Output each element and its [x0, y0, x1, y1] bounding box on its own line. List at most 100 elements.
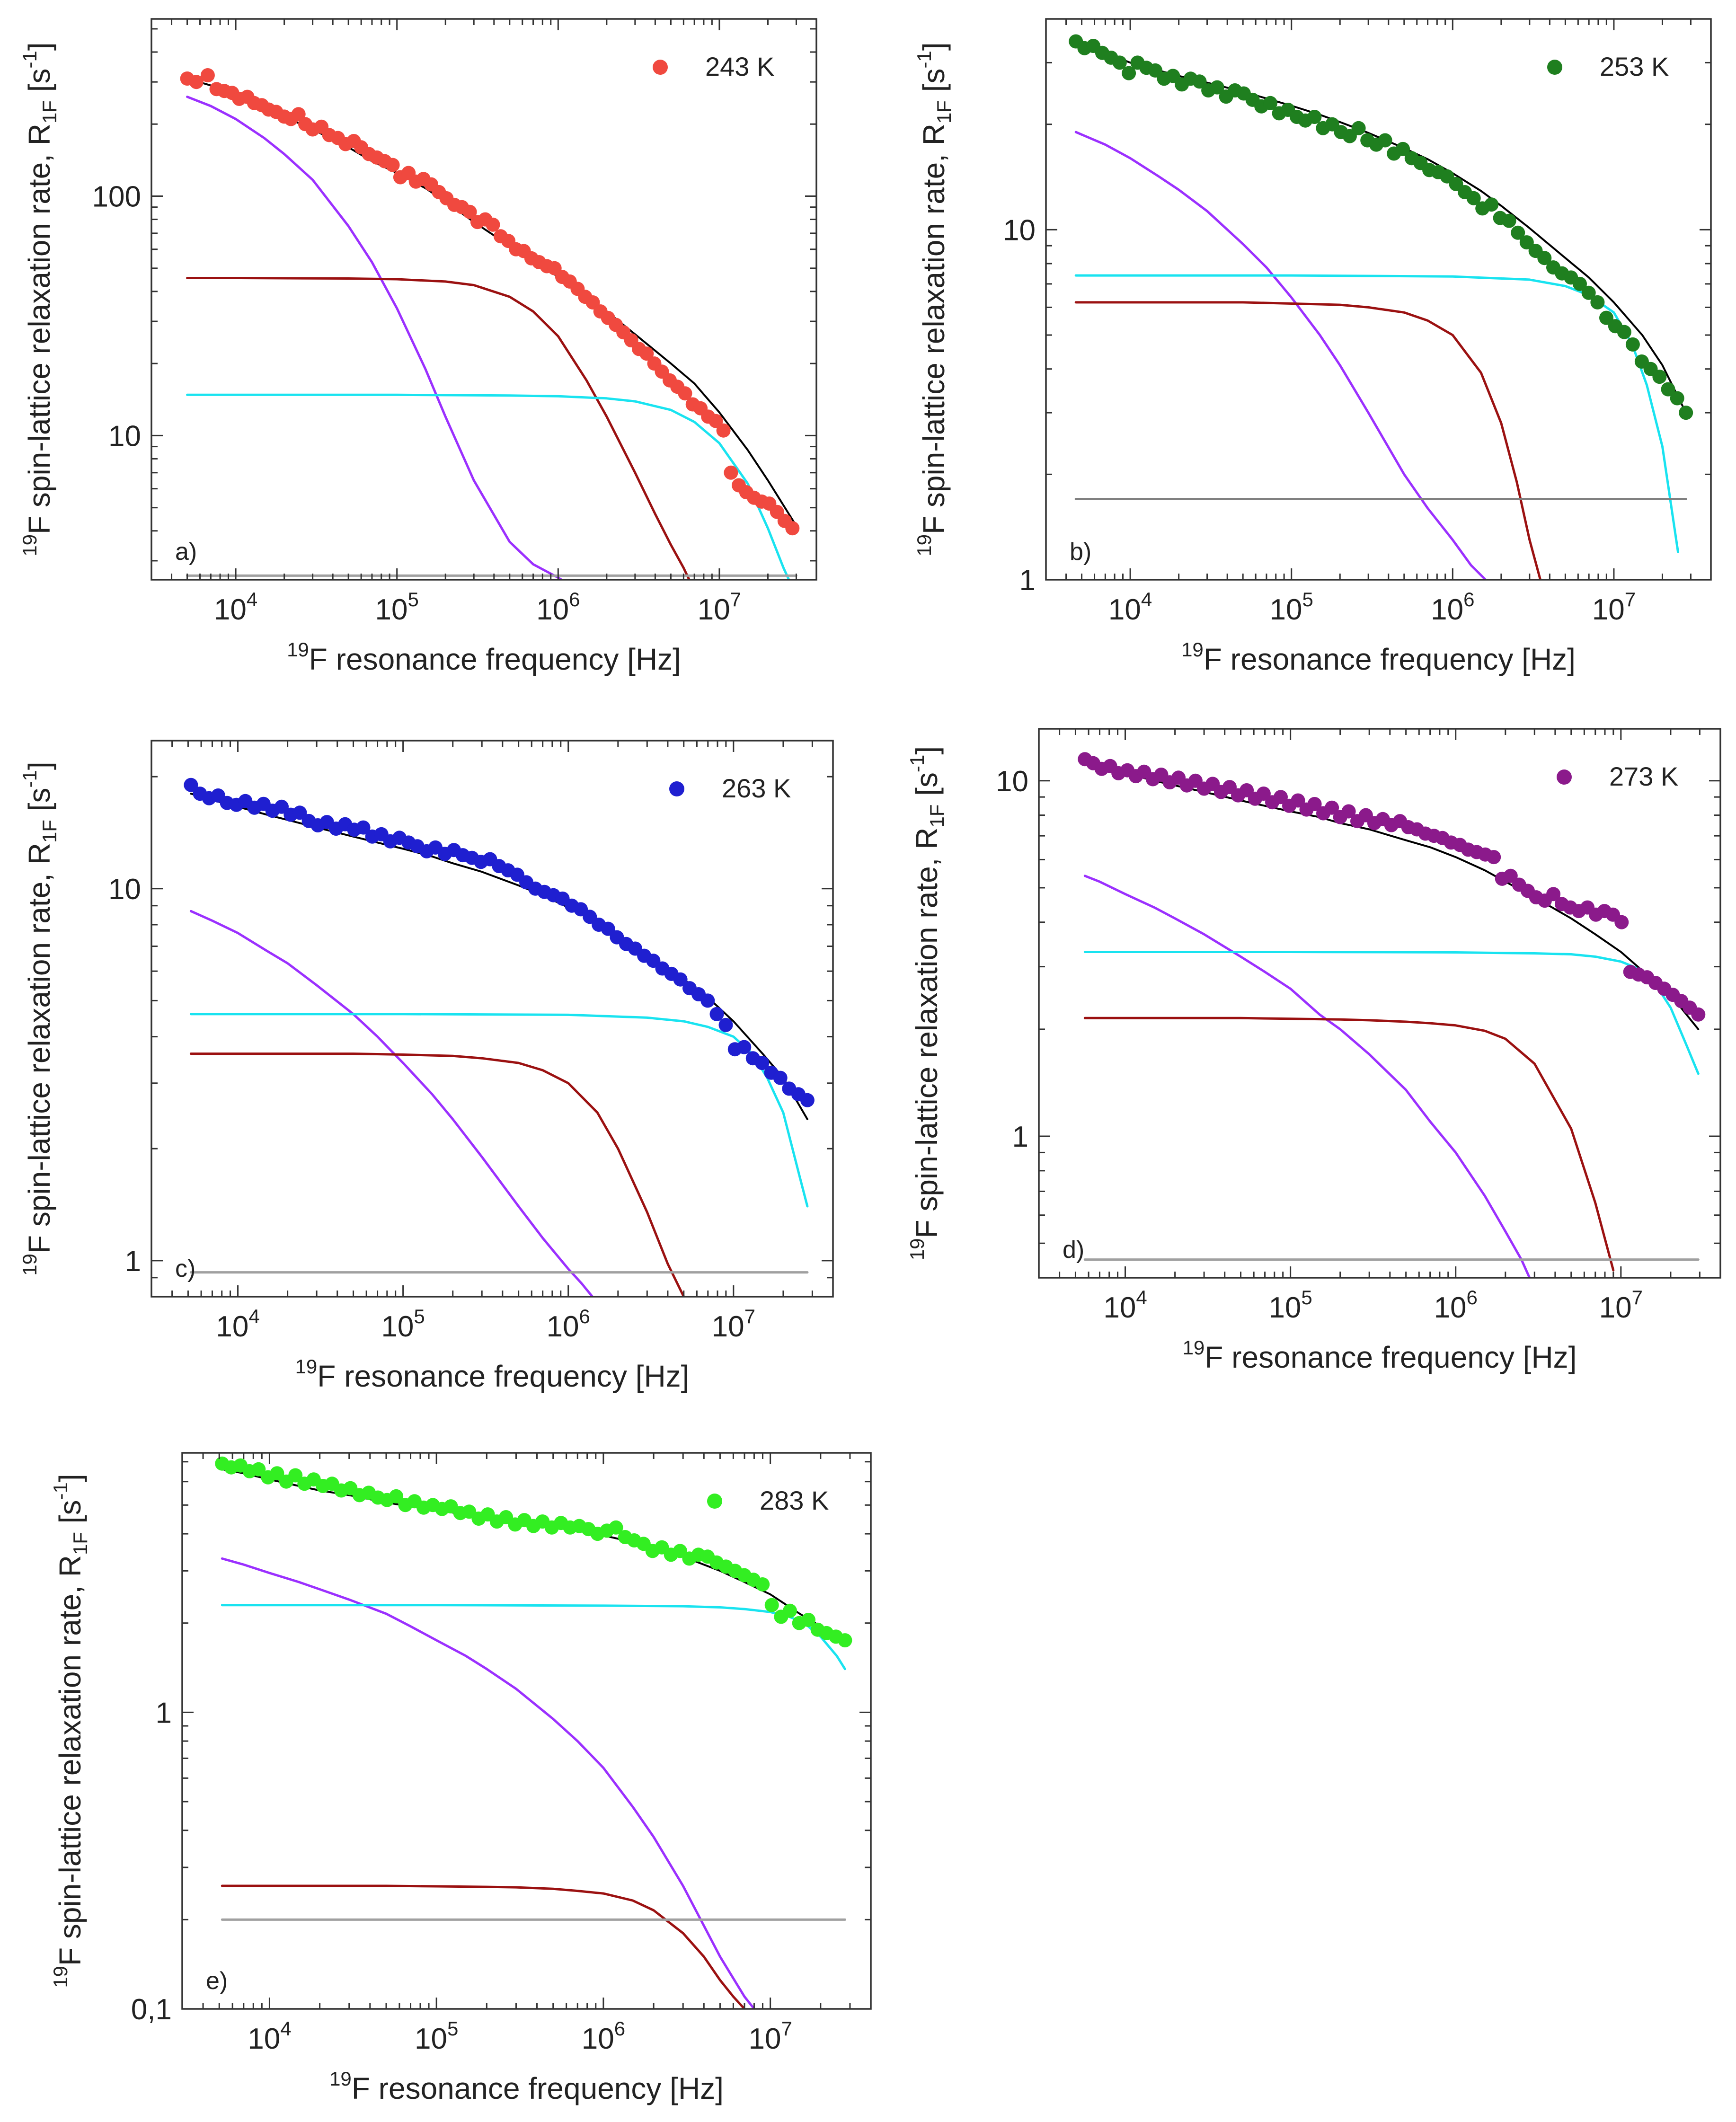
data-point: [1307, 110, 1322, 124]
y-tick-label: 10: [108, 420, 141, 452]
data-point: [389, 1489, 404, 1503]
data-point: [1122, 66, 1136, 80]
x-tick-label: 107: [748, 2017, 792, 2055]
legend-label: 273 K: [1609, 761, 1678, 791]
data-point: [838, 1633, 852, 1648]
legend-marker: [653, 60, 668, 75]
data-point: [1599, 310, 1613, 325]
legend-marker: [1557, 769, 1572, 785]
legend-label: 263 K: [722, 773, 791, 803]
x-tick-label: 104: [214, 588, 257, 626]
data-point: [291, 107, 306, 122]
y-axis-title: 19F spin-lattice relaxation rate, R1F [s…: [18, 42, 61, 556]
data-point: [1617, 325, 1631, 339]
fit-total-line: [190, 793, 808, 1120]
fit-total-line: [1084, 760, 1700, 1030]
fit-component-line: [186, 96, 564, 580]
legend-label: 253 K: [1600, 52, 1669, 81]
data-series: [1069, 34, 1693, 420]
data-point: [755, 1577, 770, 1592]
data-point: [1396, 141, 1410, 156]
chart-panel-a: 104 105 106 107 10 100 19F resonance frequency…: [18, 18, 817, 676]
fit-component-line: [186, 393, 790, 580]
data-point: [1112, 55, 1127, 70]
data-point: [1192, 74, 1207, 89]
data-point: [1546, 887, 1561, 902]
fit-component-line: [1074, 131, 1487, 580]
data-point: [462, 204, 477, 219]
chart-panel-b: 104 105 106 107 1 10 19F resonance frequency […: [913, 18, 1712, 676]
panel-label: d): [1063, 1236, 1084, 1264]
legend: 253 K: [1547, 52, 1669, 81]
legend: 283 K: [707, 1485, 829, 1515]
plot-area: [180, 68, 800, 580]
y-tick-label: 100: [92, 181, 141, 213]
legend-marker: [669, 781, 684, 796]
panel-label: b): [1070, 538, 1091, 566]
y-tick-label: 1: [1012, 1121, 1028, 1153]
x-axis-title: 19F resonance frequency [Hz]: [295, 1355, 690, 1393]
data-point: [601, 921, 615, 936]
x-tick-label: 106: [1434, 1286, 1478, 1324]
data-point: [718, 1017, 733, 1032]
x-tick-label: 105: [381, 1305, 425, 1343]
data-point: [773, 1070, 788, 1085]
fit-total-line: [186, 78, 797, 527]
y-tick-label: 10: [1003, 214, 1036, 247]
data-point: [764, 1598, 779, 1612]
y-tick-label: 1: [1019, 564, 1036, 597]
data-point: [755, 1056, 770, 1070]
data-point: [724, 465, 738, 480]
fit-total-line: [221, 1468, 846, 1645]
data-point: [609, 1520, 623, 1535]
data-point: [1537, 251, 1552, 265]
x-axis-title: 19F resonance frequency [Hz]: [1181, 638, 1576, 676]
plot-area: [1069, 34, 1693, 580]
data-point: [288, 1468, 303, 1483]
data-point: [783, 1603, 797, 1618]
x-tick-label: 105: [1268, 1286, 1312, 1324]
chart-panel-c: 104 105 106 107 1 10 19F resonance frequency […: [18, 740, 834, 1393]
data-point: [1274, 790, 1288, 805]
legend-marker: [1547, 60, 1562, 75]
data-series: [180, 68, 800, 536]
chart-panel-d: 104 105 106 107 1 10 19F resonance frequency […: [906, 728, 1721, 1374]
data-series: [184, 778, 815, 1107]
data-point: [251, 1462, 266, 1477]
legend-marker: [707, 1494, 722, 1509]
plot-area: [1078, 752, 1706, 1278]
data-point: [385, 158, 400, 172]
fit-component-line: [1083, 875, 1531, 1278]
y-axis-title: 19F spin-lattice relaxation rate, R1F [s…: [913, 42, 955, 556]
data-point: [1210, 80, 1224, 95]
data-point: [270, 1466, 284, 1481]
fit-total-line: [1075, 43, 1687, 414]
x-axis-title: 19F resonance frequency [Hz]: [1183, 1336, 1577, 1374]
data-point: [200, 68, 215, 82]
data-point: [1661, 382, 1675, 397]
panel-label: c): [175, 1255, 195, 1282]
data-point: [785, 521, 800, 536]
plot-frame: [151, 740, 834, 1298]
data-point: [1291, 793, 1305, 808]
fit-component-line: [1074, 274, 1679, 553]
data-point: [1341, 804, 1356, 819]
plot-area: [184, 778, 815, 1297]
plot-frame: [1045, 18, 1712, 581]
data-point: [1670, 391, 1684, 406]
data-point: [184, 778, 198, 792]
plot-frame: [151, 18, 817, 581]
data-point: [1614, 915, 1629, 929]
legend: 263 K: [669, 773, 791, 803]
data-point: [1166, 69, 1180, 83]
legend: 273 K: [1557, 761, 1678, 791]
data-point: [737, 1040, 752, 1054]
data-point: [800, 1093, 815, 1107]
y-tick-label: 10: [996, 765, 1028, 798]
fit-component-line: [189, 1013, 809, 1208]
y-axis-title: 19F spin-lattice relaxation rate, R1F [s…: [18, 761, 61, 1275]
legend-label: 283 K: [760, 1485, 829, 1515]
data-point: [673, 972, 688, 987]
data-point: [709, 1007, 724, 1021]
x-tick-label: 106: [582, 2017, 625, 2055]
